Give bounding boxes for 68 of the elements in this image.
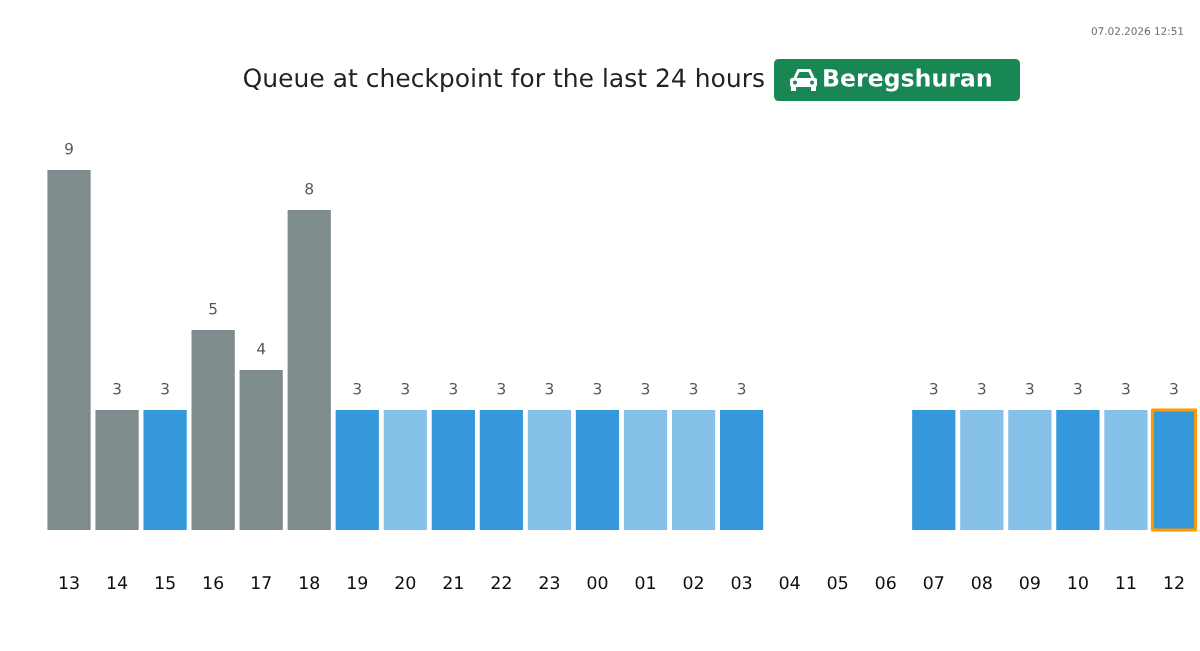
x-tick-label: 11 bbox=[1116, 576, 1136, 590]
x-tick-label: 12 bbox=[1164, 576, 1184, 590]
bar bbox=[287, 210, 331, 530]
bar bbox=[479, 410, 524, 530]
x-tick-label: 23 bbox=[539, 576, 560, 590]
bar bbox=[1056, 410, 1100, 530]
x-tick-label: 22 bbox=[491, 576, 511, 590]
data-label: 3 bbox=[449, 382, 457, 395]
x-tick-label: 06 bbox=[875, 576, 896, 590]
bar bbox=[335, 410, 379, 530]
x-tick-label: 16 bbox=[204, 576, 224, 590]
text: 07.02.2026 12:51 bbox=[1091, 27, 1184, 36]
chart-title: Queue at checkpoint for the last 24 hours bbox=[243, 67, 764, 93]
data-label: 3 bbox=[689, 382, 698, 395]
data-label: 3 bbox=[1170, 382, 1178, 395]
x-tick-label: 13 bbox=[59, 576, 79, 590]
bar bbox=[47, 170, 91, 530]
data-label: 3 bbox=[1122, 382, 1130, 395]
x-tick-label: 09 bbox=[1019, 576, 1040, 590]
bar bbox=[671, 410, 716, 530]
data-label: 8 bbox=[305, 182, 314, 195]
x-tick-label: 07 bbox=[923, 576, 944, 590]
chart-subtitle: Beregshuran bbox=[824, 68, 991, 92]
data-label: 3 bbox=[1026, 382, 1034, 395]
x-tick-label: 15 bbox=[155, 576, 175, 590]
bar bbox=[575, 410, 620, 530]
data-label: 3 bbox=[978, 382, 986, 395]
data-label: 4 bbox=[257, 343, 266, 355]
bar bbox=[95, 410, 139, 530]
x-tick-label: 17 bbox=[252, 576, 271, 590]
data-label: 3 bbox=[161, 382, 169, 395]
data-label: 3 bbox=[930, 382, 938, 395]
data-label: 3 bbox=[113, 382, 121, 395]
x-tick-label: 19 bbox=[348, 576, 368, 590]
bar bbox=[719, 410, 764, 530]
bar bbox=[191, 330, 235, 530]
x-tick-label: 05 bbox=[827, 576, 848, 590]
bar bbox=[383, 410, 427, 530]
x-tick-label: 03 bbox=[731, 576, 752, 590]
bar bbox=[960, 410, 1004, 530]
bar bbox=[1104, 410, 1148, 530]
x-tick-label: 01 bbox=[635, 576, 655, 590]
x-tick-label: 18 bbox=[300, 576, 320, 590]
data-label: 3 bbox=[641, 382, 650, 395]
data-label: 3 bbox=[545, 382, 554, 395]
bar bbox=[912, 410, 956, 530]
bar bbox=[623, 410, 668, 530]
data-label: 3 bbox=[1074, 382, 1082, 395]
data-label: 9 bbox=[65, 142, 73, 155]
x-tick-label: 10 bbox=[1068, 576, 1088, 590]
bar bbox=[1008, 410, 1052, 530]
data-label: 3 bbox=[497, 382, 506, 395]
x-tick-label: 02 bbox=[683, 576, 703, 590]
data-label: 5 bbox=[209, 303, 217, 315]
x-tick-label: 14 bbox=[107, 576, 128, 590]
x-tick-label: 08 bbox=[971, 576, 992, 590]
bar bbox=[527, 410, 572, 530]
bar bbox=[431, 410, 475, 530]
data-label: 3 bbox=[593, 382, 602, 395]
x-tick-label: 21 bbox=[443, 576, 463, 590]
bar bbox=[239, 370, 283, 530]
x-tick-label: 20 bbox=[395, 576, 416, 590]
data-label: 3 bbox=[737, 382, 746, 395]
x-tick-label: 00 bbox=[587, 576, 608, 590]
data-label: 3 bbox=[401, 382, 409, 395]
x-tick-label: 04 bbox=[779, 576, 800, 590]
data-label: 3 bbox=[353, 382, 361, 395]
bar bbox=[143, 410, 187, 530]
